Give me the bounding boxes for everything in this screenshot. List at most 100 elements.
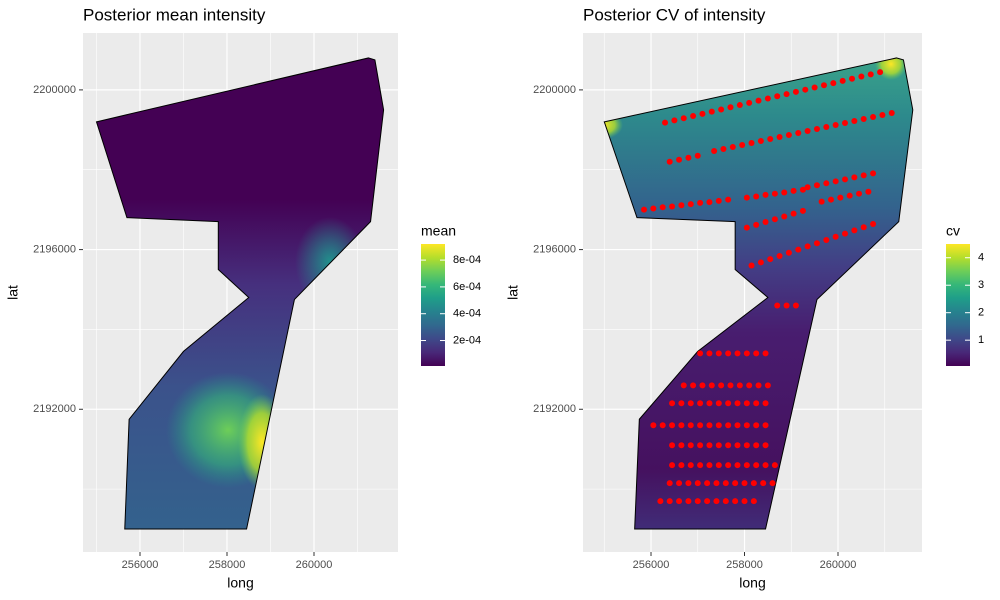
survey-point (685, 498, 692, 505)
survey-point (662, 119, 669, 126)
survey-point (818, 198, 825, 205)
survey-point (781, 213, 788, 220)
survey-point (734, 400, 741, 407)
survey-point (771, 190, 778, 197)
survey-point (792, 88, 799, 95)
survey-point (736, 102, 743, 109)
survey-point (823, 124, 830, 131)
survey-point (753, 350, 760, 357)
survey-point (650, 205, 657, 212)
survey-point (823, 237, 830, 244)
survey-point (687, 462, 694, 469)
chart-title: Posterior CV of intensity (583, 5, 766, 24)
survey-point (820, 82, 827, 89)
survey-point (811, 84, 818, 91)
y-axis-label: lat (5, 285, 21, 300)
chart-title: Posterior mean intensity (83, 5, 266, 24)
survey-point (715, 462, 722, 469)
survey-point (783, 91, 790, 98)
survey-point (774, 93, 781, 100)
survey-point (804, 243, 811, 250)
survey-point (715, 400, 722, 407)
survey-point (725, 400, 732, 407)
survey-point (657, 498, 664, 505)
survey-point (734, 462, 741, 469)
survey-point (704, 480, 711, 487)
survey-point (743, 224, 750, 231)
survey-point (734, 442, 741, 449)
survey-point (860, 224, 867, 231)
survey-point (706, 199, 713, 206)
survey-point (697, 462, 704, 469)
survey-point (708, 382, 715, 389)
survey-point (830, 80, 837, 87)
survey-point (718, 106, 725, 113)
panel-foreground: 256000 258000 260000 2192000 2196000 2200000 P… (505, 5, 984, 590)
survey-point (839, 77, 846, 84)
survey-point (669, 203, 676, 210)
survey-point (715, 350, 722, 357)
survey-point (762, 350, 769, 357)
survey-point (832, 178, 839, 185)
survey-point (757, 137, 764, 144)
survey-point (877, 69, 884, 76)
x-tick-label: 258000 (209, 559, 246, 571)
x-tick-label: 256000 (122, 559, 159, 571)
survey-point (676, 480, 683, 487)
survey-point (704, 498, 711, 505)
survey-point (846, 192, 853, 199)
survey-point (685, 480, 692, 487)
survey-point (753, 400, 760, 407)
survey-point (666, 480, 673, 487)
survey-point (699, 382, 706, 389)
survey-point (748, 262, 755, 269)
survey-point (741, 480, 748, 487)
survey-point (697, 350, 704, 357)
y-tick-label: 2196000 (33, 243, 76, 255)
x-tick-label: 260000 (820, 559, 857, 571)
survey-point (858, 73, 865, 80)
survey-point (860, 116, 867, 123)
survey-point (851, 118, 858, 125)
survey-point (851, 227, 858, 234)
survey-point (687, 400, 694, 407)
survey-point (641, 206, 648, 213)
survey-point (715, 442, 722, 449)
y-tick-label: 2196000 (533, 243, 576, 255)
legend-title: cv (946, 223, 960, 239)
survey-point (678, 422, 685, 429)
survey-point (711, 147, 718, 154)
survey-point (697, 442, 704, 449)
survey-point (725, 196, 732, 203)
survey-point (804, 184, 811, 191)
survey-point (720, 145, 727, 152)
survey-point (771, 216, 778, 223)
survey-point (725, 442, 732, 449)
survey-point (697, 199, 704, 206)
survey-point (734, 350, 741, 357)
survey-point (764, 95, 771, 102)
survey-point (813, 126, 820, 133)
survey-point (676, 498, 683, 505)
survey-point (650, 422, 657, 429)
survey-point (799, 186, 806, 193)
survey-point (842, 176, 849, 183)
survey-point (743, 350, 750, 357)
survey-point (697, 400, 704, 407)
survey-point (690, 113, 697, 120)
survey-point (790, 187, 797, 194)
survey-point (715, 197, 722, 204)
survey-point (734, 422, 741, 429)
survey-point (727, 382, 734, 389)
panel-foreground: 256000 258000 260000 2192000 2196000 2200000 P… (5, 5, 481, 590)
survey-point (659, 422, 666, 429)
survey-point (669, 442, 676, 449)
boundary (603, 57, 914, 530)
survey-point (753, 193, 760, 200)
survey-point (685, 154, 692, 161)
survey-point (729, 143, 736, 150)
survey-point (804, 128, 811, 135)
survey-point (706, 422, 713, 429)
survey-point (762, 191, 769, 198)
